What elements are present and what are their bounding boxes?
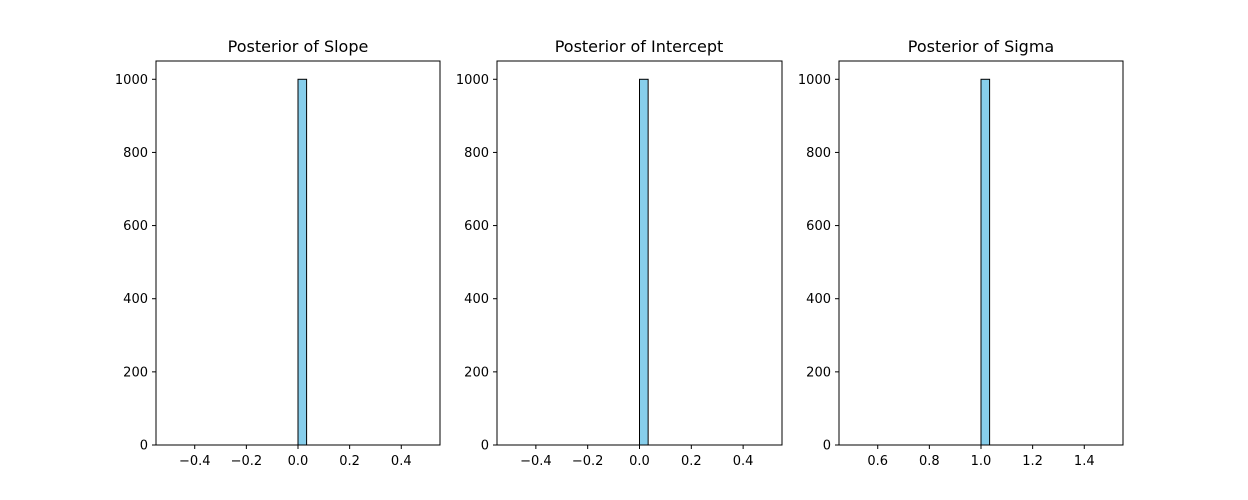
y-tick-label: 200 [806,365,831,380]
x-tick-label: 1.4 [1074,454,1095,469]
x-tick-label: 0.0 [288,454,309,469]
y-tick-label: 800 [123,146,148,161]
x-tick-label: 0.4 [391,454,412,469]
y-tick-label: 1000 [456,73,489,88]
y-tick-label: 400 [464,292,489,307]
x-tick-label: −0.2 [572,454,604,469]
histogram-bar [297,78,308,446]
y-tick-label: 200 [123,365,148,380]
y-tick-label: 600 [464,219,489,234]
panel-intercept: Posterior of Intercept −0.4 −0.2 0.0 0.2 0.4… [456,37,783,469]
y-tick-label: 400 [123,292,148,307]
y-tick-label: 0 [140,439,148,454]
chart-title: Posterior of Intercept [555,37,724,56]
x-tick-label: 0.8 [919,454,940,469]
y-tick-label: 600 [806,219,831,234]
x-tick-label: 0.0 [629,454,650,469]
y-tick-label: 400 [806,292,831,307]
y-tick-label: 200 [464,365,489,380]
y-tick-label: 1000 [798,73,831,88]
y-tick-label: 0 [823,439,831,454]
chart-title: Posterior of Slope [228,37,369,56]
x-tick-label: −0.2 [231,454,263,469]
y-tick-label: 600 [123,219,148,234]
x-tick-label: 0.4 [733,454,754,469]
chart-title: Posterior of Sigma [908,37,1054,56]
y-tick-label: 0 [481,439,489,454]
x-tick-label: 0.2 [681,454,702,469]
x-tick-label: −0.4 [520,454,552,469]
y-tick-label: 800 [806,146,831,161]
panel-sigma: Posterior of Sigma 0.6 0.8 1.0 1.2 1.4 0 200 40… [798,37,1124,469]
x-tick-label: 1.0 [971,454,992,469]
y-tick-label: 800 [464,146,489,161]
x-tick-label: 0.2 [339,454,360,469]
y-tick-label: 1000 [115,73,148,88]
x-tick-label: −0.4 [179,454,211,469]
panel-slope: Posterior of Slope −0.4 −0.2 0.0 0.2 0.4 0 200… [115,37,441,469]
histogram-bar [639,78,649,446]
x-tick-label: 1.2 [1022,454,1043,469]
histogram-bar [980,78,991,446]
x-tick-label: 0.6 [867,454,888,469]
